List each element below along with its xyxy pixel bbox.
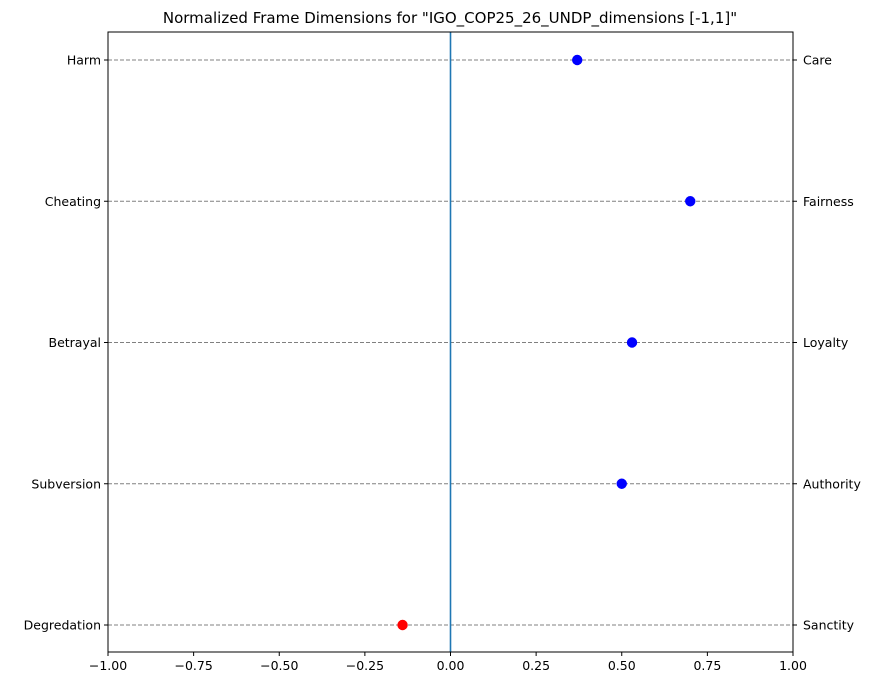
data-point — [572, 54, 583, 66]
x-tick-label: 0.25 — [522, 658, 550, 673]
y-tick-label-left: Cheating — [45, 194, 101, 209]
data-point — [616, 478, 627, 489]
x-tick-label: 1.00 — [779, 658, 807, 673]
chart-title: Normalized Frame Dimensions for "IGO_COP… — [163, 9, 737, 28]
y-tick-label-right: Sanctity — [803, 618, 855, 633]
plot-area: Harm Care Cheating Fairness Betrayal Loyalty S… — [24, 31, 861, 673]
y-tick-label-right: Fairness — [803, 194, 854, 209]
x-tick-label: −0.75 — [174, 658, 212, 673]
x-tick-label: 0.50 — [608, 658, 636, 673]
y-tick-label-left: Harm — [67, 53, 101, 68]
data-point — [397, 619, 408, 631]
x-tick-label: −1.00 — [89, 658, 127, 673]
y-tick-label-right: Care — [803, 53, 832, 68]
y-tick-label-right: Authority — [803, 476, 861, 491]
y-tick-label-left: Degredation — [24, 618, 101, 633]
data-point — [685, 196, 696, 207]
x-tick-label: −0.25 — [346, 658, 384, 673]
data-point — [626, 337, 638, 348]
x-tick-label: 0.00 — [437, 658, 465, 673]
y-tick-label-left: Subversion — [31, 476, 101, 491]
x-tick-label: −0.50 — [260, 658, 298, 673]
y-tick-label-left: Betrayal — [49, 335, 102, 350]
y-tick-label-right: Loyalty — [803, 335, 849, 350]
x-tick-label: 0.75 — [693, 658, 721, 673]
